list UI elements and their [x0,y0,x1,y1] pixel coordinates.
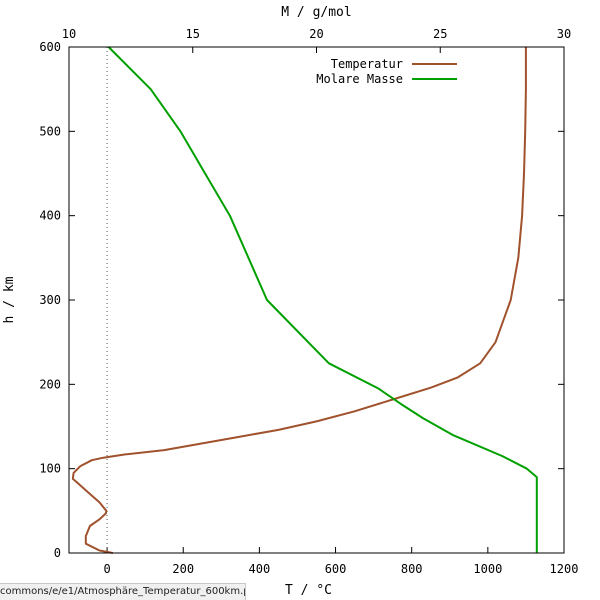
x2-tick-label: 15 [186,27,200,41]
x-tick-label: 200 [172,562,194,576]
ticks-layer: 0 100 200 300 400 500 600 0 200 400 600 800 1000 1200… [39,27,578,576]
y-tick-label: 200 [39,377,61,391]
bottom-axis-title: T / °C [285,583,332,598]
x2-tick-label: 20 [309,27,323,41]
y-tick-label: 100 [39,462,61,476]
x-tick-label: 1200 [550,562,579,576]
status-url: commons/e/e1/Atmosphäre_Temperatur_600km… [0,583,246,600]
series-line-molare-masse [107,46,538,553]
y-tick-label: 500 [39,124,61,138]
x-tick-label: 0 [103,562,110,576]
y-tick-label: 0 [54,546,61,560]
series-line-temperatur [71,47,527,554]
y-tick-label: 400 [39,209,61,223]
y-tick-label: 300 [39,293,61,307]
legend-label-molare-masse: Molare Masse [316,72,403,86]
legend: Temperatur Molare Masse [316,57,457,86]
legend-label-temperatur: Temperatur [331,57,403,71]
x-tick-label: 400 [249,562,271,576]
x-tick-label: 1000 [473,562,502,576]
x2-tick-label: 10 [62,27,76,41]
plot-frame [68,46,565,554]
x-tick-label: 600 [325,562,347,576]
x2-tick-label: 30 [557,27,571,41]
x2-tick-label: 25 [433,27,447,41]
y-axis-title: h / km [2,276,17,323]
y-tick-label: 600 [39,40,61,54]
x-tick-label: 800 [401,562,423,576]
series-layer [71,46,538,554]
top-axis-title: M / g/mol [281,5,351,20]
